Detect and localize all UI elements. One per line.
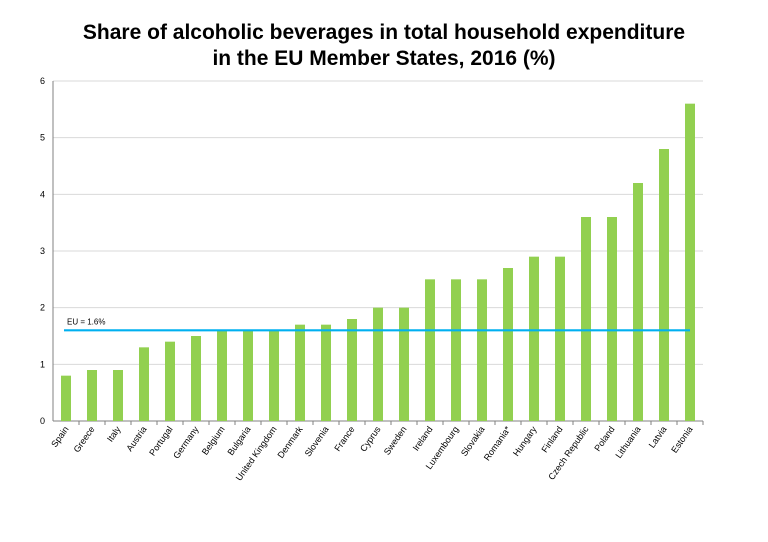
x-tick-label: Sweden	[382, 424, 409, 456]
x-tick-label: Cyprus	[358, 424, 383, 453]
y-tick-label: 2	[40, 303, 45, 313]
y-tick-label: 4	[40, 189, 45, 199]
x-tick-label: Germany	[171, 424, 201, 460]
bar	[295, 324, 305, 421]
y-tick-label: 0	[40, 416, 45, 426]
eu-average-label: EU = 1.6%	[67, 317, 105, 326]
x-tick-label: Denmark	[276, 424, 305, 460]
bar	[555, 256, 565, 421]
bar	[451, 279, 461, 421]
bar	[633, 183, 643, 421]
y-tick-label: 5	[40, 133, 45, 143]
bar	[373, 307, 383, 421]
x-tick-label: Latvia	[647, 424, 669, 449]
bar	[139, 347, 149, 421]
chart-title-line-1: Share of alcoholic beverages in total ho…	[82, 21, 686, 44]
y-tick-label: 6	[40, 76, 45, 86]
x-tick-label: Greece	[72, 424, 97, 454]
bar	[347, 319, 357, 421]
y-tick-label: 3	[40, 246, 45, 256]
x-tick-label: Portugal	[147, 424, 174, 457]
bar	[581, 217, 591, 421]
x-tick-label: Ireland	[411, 424, 435, 452]
bar	[269, 330, 279, 421]
bar	[529, 256, 539, 421]
bar	[217, 330, 227, 421]
chart-title: Share of alcoholic beverages in total ho…	[0, 20, 768, 72]
bar	[399, 307, 409, 421]
bar	[425, 279, 435, 421]
bar	[321, 324, 331, 421]
bar	[191, 336, 201, 421]
bar	[165, 341, 175, 421]
x-tick-label: Estonia	[669, 424, 694, 454]
x-tick-label: Slovenia	[303, 424, 331, 458]
x-tick-label: Spain	[49, 424, 70, 449]
bar	[61, 375, 71, 421]
bar	[87, 370, 97, 421]
bar	[477, 279, 487, 421]
bar	[113, 370, 123, 421]
bar	[607, 217, 617, 421]
x-tick-label: Italy	[105, 424, 123, 444]
bar	[503, 268, 513, 421]
x-tick-label: Romania*	[482, 424, 513, 463]
x-tick-label: Slovakia	[459, 424, 487, 458]
x-tick-label: France	[332, 424, 356, 453]
x-tick-label: Lithuania	[613, 424, 642, 460]
x-tick-label: Belgium	[200, 424, 227, 456]
x-tick-label: Finland	[540, 424, 565, 454]
chart-title-line-2: in the EU Member States, 2016 (%)	[212, 47, 556, 70]
x-tick-label: Hungary	[511, 424, 539, 458]
bar	[685, 103, 695, 422]
y-tick-label: 1	[40, 359, 45, 369]
x-tick-label: Austria	[124, 424, 148, 453]
bar	[243, 330, 253, 421]
bar	[659, 149, 669, 421]
x-tick-label: Bulgaria	[226, 424, 253, 457]
x-tick-label: Poland	[592, 424, 616, 453]
